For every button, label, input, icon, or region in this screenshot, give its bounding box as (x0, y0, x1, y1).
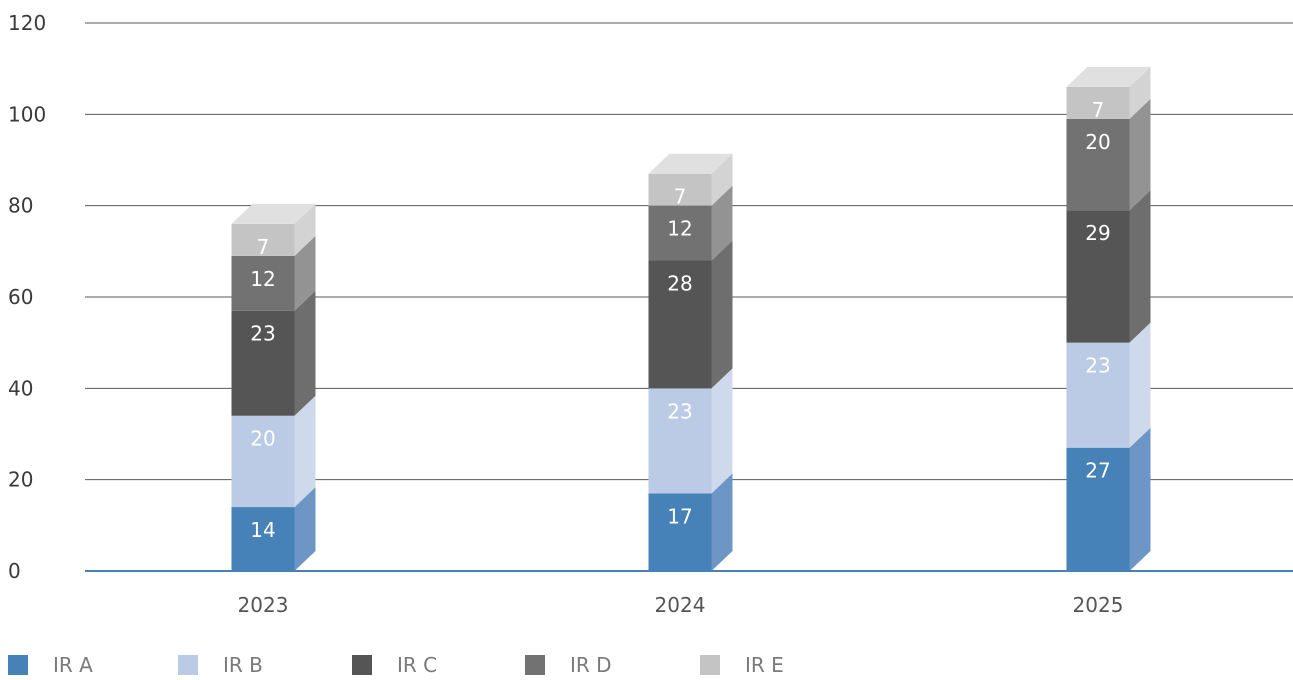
bar-side-ir-e (294, 203, 316, 256)
bar-top (231, 203, 316, 224)
data-label: 23 (667, 399, 692, 423)
data-label: 12 (667, 217, 692, 241)
data-label: 7 (674, 185, 687, 209)
y-tick-label: 120 (8, 11, 46, 35)
y-tick-label: 40 (8, 376, 33, 400)
legend-swatch-ir-a (8, 655, 28, 675)
y-tick-label: 80 (8, 194, 33, 218)
bar-front-ir-a (1066, 447, 1130, 571)
bar-side-ir-c (294, 290, 316, 416)
bar-side-ir-d (294, 235, 316, 311)
y-tick-label: 100 (8, 102, 46, 126)
legend-item-ir-c[interactable]: IR C (352, 653, 525, 677)
data-label: 7 (1092, 98, 1105, 122)
legend-swatch-ir-c (352, 655, 372, 675)
y-tick-label: 60 (8, 285, 33, 309)
data-label: 29 (1085, 221, 1110, 245)
bar-stack-2025 (1066, 66, 1151, 571)
legend-label-ir-c: IR C (397, 653, 438, 677)
bar-side-ir-d (711, 185, 733, 261)
bar-side-ir-b (294, 395, 316, 508)
data-label: 17 (667, 504, 692, 528)
bars (231, 66, 1151, 571)
y-axis-tick-labels: 0 20 40 60 80 100 120 (8, 11, 46, 583)
data-label: 23 (1085, 354, 1110, 378)
bar-front-ir-a (648, 493, 712, 571)
bar-stack-2024 (648, 153, 733, 571)
bar-front-ir-b (648, 388, 712, 494)
bar-front-ir-e (231, 223, 295, 256)
x-tick-label: 2024 (655, 593, 706, 617)
bar-front-ir-c (648, 260, 712, 389)
legend-label-ir-a: IR A (53, 653, 93, 677)
bar-side-ir-e (711, 153, 733, 206)
bar-side-ir-c (711, 240, 733, 389)
bar-front-ir-d (231, 255, 295, 311)
data-label: 23 (250, 322, 275, 346)
bar-stack-2023 (231, 203, 316, 571)
legend-item-ir-d[interactable]: IR D (525, 653, 700, 677)
bar-front-ir-c (1066, 210, 1130, 343)
bar-side-ir-a (711, 473, 733, 571)
bar-front-ir-b (231, 415, 295, 508)
legend-item-ir-a[interactable]: IR A (8, 653, 178, 677)
data-label: 12 (250, 267, 275, 291)
bar-side-ir-b (1129, 322, 1151, 448)
bar-side-ir-c (1129, 190, 1151, 343)
data-label: 27 (1085, 459, 1110, 483)
x-tick-label: 2023 (238, 593, 289, 617)
legend-swatch-ir-e (700, 655, 720, 675)
bar-front-ir-c (231, 310, 295, 416)
data-label: 20 (1085, 130, 1110, 154)
legend-label-ir-d: IR D (570, 653, 612, 677)
legend-item-ir-b[interactable]: IR B (178, 653, 352, 677)
data-label: 7 (257, 235, 270, 259)
bar-front-ir-d (1066, 118, 1130, 211)
bar-side-ir-a (1129, 427, 1151, 571)
bar-side-ir-e (1129, 66, 1151, 119)
data-label: 28 (667, 271, 692, 295)
data-label: 14 (250, 518, 275, 542)
bar-front-ir-a (231, 507, 295, 571)
x-tick-label: 2025 (1073, 593, 1124, 617)
bar-top (1066, 66, 1151, 87)
legend-label-ir-b: IR B (223, 653, 263, 677)
legend-label-ir-e: IR E (745, 653, 784, 677)
bar-front-ir-b (1066, 342, 1130, 448)
bar-front-ir-e (648, 173, 712, 206)
bar-front-ir-d (648, 205, 712, 261)
bar-top (648, 153, 733, 174)
legend: IR A IR B IR C IR D IR E (8, 652, 850, 678)
y-tick-label: 20 (8, 468, 33, 492)
y-tick-label: 0 (8, 559, 21, 583)
legend-swatch-ir-b (178, 655, 198, 675)
data-label: 20 (250, 427, 275, 451)
bar-side-ir-d (1129, 98, 1151, 211)
bar-side-ir-a (294, 487, 316, 571)
bar-front-ir-e (1066, 86, 1130, 119)
x-axis-tick-labels: 2023 2024 2025 (238, 593, 1124, 617)
legend-item-ir-e[interactable]: IR E (700, 653, 850, 677)
bar-side-ir-b (711, 368, 733, 494)
legend-swatch-ir-d (525, 655, 545, 675)
data-labels: 14 20 23 12 7 17 23 28 12 7 27 23 29 20 7 (250, 98, 1110, 542)
